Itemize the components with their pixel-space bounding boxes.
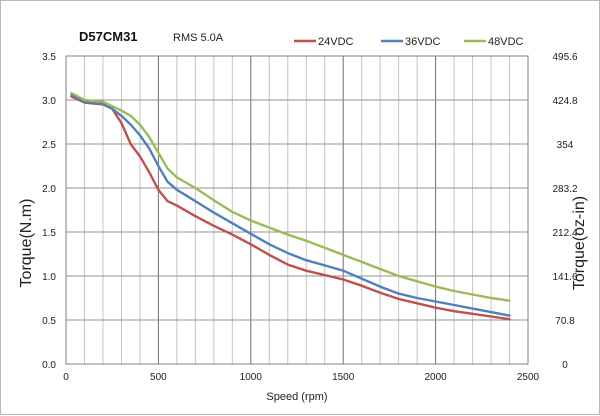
y-tick-label-right: 283.2	[552, 184, 577, 195]
x-tick-label: 0	[63, 372, 69, 383]
y-tick-label-left: 0.0	[42, 360, 56, 371]
plot-frame	[65, 55, 529, 365]
y-tick-label-left: 3.5	[42, 52, 56, 63]
y-tick-label-right: 424.8	[552, 96, 577, 107]
series-lines	[70, 91, 511, 321]
y-tick-label-right: 0	[562, 360, 568, 371]
x-tick-label: 2500	[517, 372, 540, 383]
x-tick-label: 2000	[424, 372, 447, 383]
y-tick-label-left: 1.0	[42, 272, 56, 283]
series-line-48vdc	[70, 91, 511, 302]
y-tick-label-left: 2.0	[42, 184, 56, 195]
y-axis-label-left: Torque(N.m)	[18, 199, 35, 288]
legend-label-24vdc: 24VDC	[318, 36, 354, 48]
legend-label-48vdc: 48VDC	[488, 36, 524, 48]
x-tick-label: 500	[150, 372, 167, 383]
y-tick-label-left: 1.5	[42, 228, 56, 239]
x-axis-label: Speed (rpm)	[266, 391, 327, 403]
y-tick-label-right: 70.8	[555, 316, 575, 327]
y-axis-label-right: Torque(oz-in)	[571, 196, 588, 290]
x-tick-label: 1500	[332, 372, 355, 383]
series-line-24vdc	[70, 95, 511, 321]
y-tick-label-right: 212.4	[552, 228, 577, 239]
y-tick-label-left: 3.0	[42, 96, 56, 107]
y-tick-label-right: 495.6	[552, 52, 577, 63]
series-line-36vdc	[70, 93, 511, 317]
x-tick-label: 1000	[240, 372, 263, 383]
chart-legend: 24VDC 36VDC 48VDC	[294, 36, 524, 48]
y-tick-label-left: 0.5	[42, 316, 56, 327]
grid-lines	[66, 56, 528, 364]
y-tick-label-left: 2.5	[42, 140, 56, 151]
tick-labels: 0 500 1000 1500 2000 2500 0.0 0.5 1.0 1.5 2.0 2.5 3.…	[42, 52, 578, 383]
y-tick-label-right: 354	[557, 140, 574, 151]
legend-label-36vdc: 36VDC	[405, 36, 441, 48]
chart-subtitle: RMS 5.0A	[173, 32, 224, 44]
y-tick-label-right: 141.6	[552, 272, 577, 283]
chart-title: D57CM31	[79, 29, 138, 44]
